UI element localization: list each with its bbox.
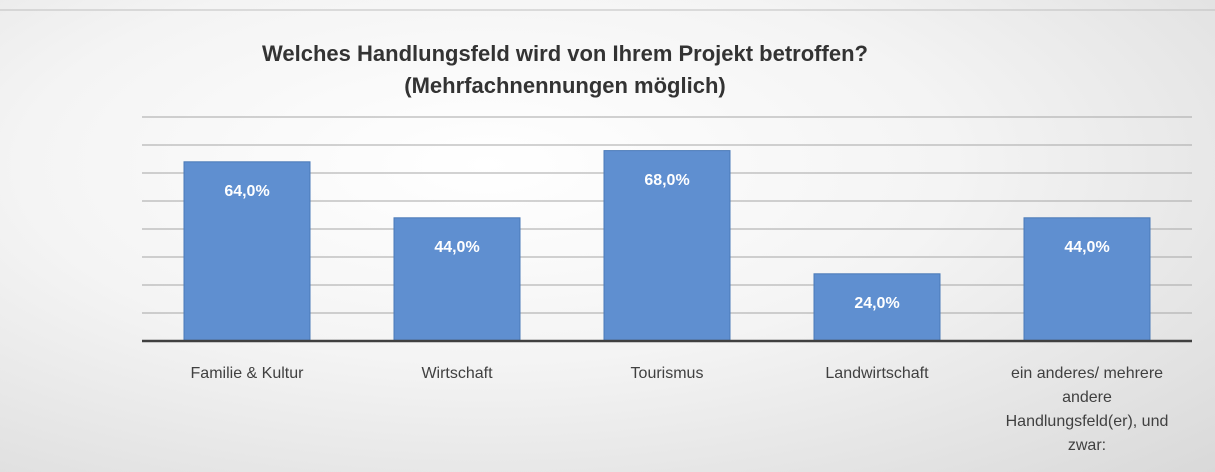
x-tick-label: Tourismus: [630, 365, 704, 382]
chart-title: (Mehrfachnennungen möglich): [404, 73, 725, 98]
x-tick-label: Wirtschaft: [421, 365, 493, 382]
x-tick-label: Landwirtschaft: [825, 365, 929, 382]
value-label: 68,0%: [644, 172, 689, 189]
bar: [603, 150, 731, 342]
value-label: 64,0%: [224, 183, 269, 200]
bar: [1023, 217, 1151, 342]
x-tick-label: Familie & Kultur: [190, 365, 304, 382]
x-tick-label: ein anderes/ mehrere andere Handlungsfel…: [1005, 365, 1169, 454]
value-label: 44,0%: [434, 239, 479, 256]
value-label: 44,0%: [1064, 239, 1109, 256]
chart-title: Welches Handlungsfeld wird von Ihrem Pro…: [262, 41, 868, 66]
bar: [393, 217, 521, 342]
bar: [183, 161, 311, 342]
bar: [813, 273, 941, 342]
value-label: 24,0%: [854, 295, 899, 312]
